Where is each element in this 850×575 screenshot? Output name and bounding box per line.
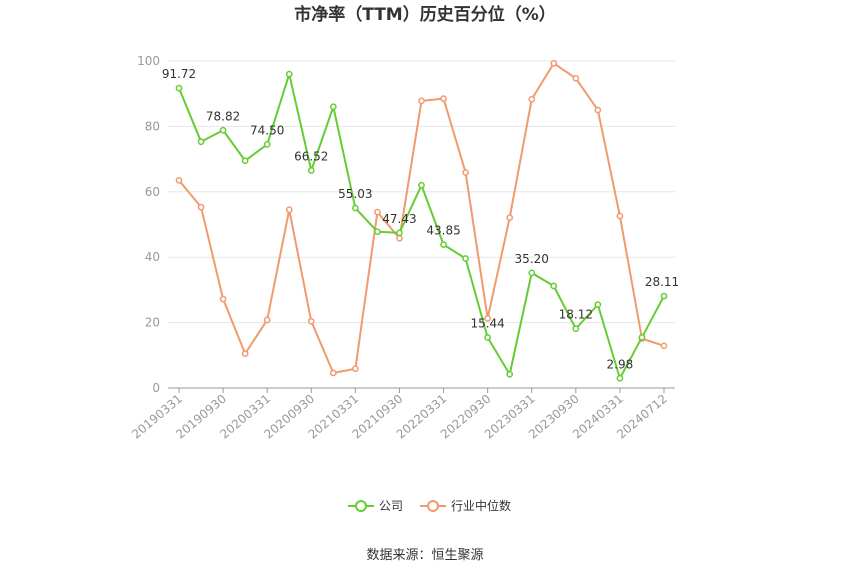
data-point-industry-median-20210930 xyxy=(396,234,403,242)
data-point-company-20200630 xyxy=(285,70,293,78)
data-label-20230331: 35.20 xyxy=(515,252,549,266)
data-point-company-20190630 xyxy=(197,138,205,146)
legend[interactable]: 公司 行业中位数 xyxy=(348,498,511,513)
data-point-industry-median-20200630 xyxy=(285,206,293,214)
legend-item-industry-median[interactable]: 行业中位数 xyxy=(420,498,511,513)
grid xyxy=(168,60,675,324)
data-label-20190930: 78.82 xyxy=(206,109,240,123)
data-point-company-20190930 xyxy=(219,126,227,134)
y-tick-label-40: 40 xyxy=(145,250,160,264)
data-point-company-20220630 xyxy=(462,255,469,262)
data-point-company-20220331 xyxy=(440,241,447,248)
data-point-company-20231231 xyxy=(594,301,602,308)
legend-marker xyxy=(355,500,367,512)
data-labels: 91.72 78.82 74.50 66.52 55.03 47.43 43.85 15.44… xyxy=(162,67,679,371)
data-point-industry-median-20190331 xyxy=(175,177,183,184)
data-point-industry-median-20220930 xyxy=(484,314,491,322)
data-label-20190331: 91.72 xyxy=(162,67,196,81)
data-point-industry-median-20210331 xyxy=(352,365,359,373)
data-point-industry-median-20210630 xyxy=(374,208,381,216)
data-point-company-20221231 xyxy=(506,370,514,378)
source-note: 数据来源：恒生聚源 xyxy=(366,548,483,563)
data-point-company-20190331 xyxy=(175,84,183,92)
data-label-20240712: 28.11 xyxy=(645,275,679,289)
data-label-20210331: 55.03 xyxy=(338,187,372,201)
legend-label: 公司 xyxy=(379,499,403,513)
data-point-industry-median-20190930 xyxy=(219,295,227,303)
data-point-company-20211231 xyxy=(418,181,425,189)
series-line-company xyxy=(178,73,665,380)
data-point-company-20220930 xyxy=(484,334,491,341)
data-point-industry-median-20211231 xyxy=(418,97,425,105)
data-point-company-20200930 xyxy=(307,167,315,174)
data-point-industry-median-20221231 xyxy=(506,214,514,221)
data-point-industry-median-20191231 xyxy=(241,350,249,358)
data-point-industry-median-20190630 xyxy=(197,203,205,211)
data-point-company-20230331 xyxy=(528,269,536,277)
data-point-company-20210630 xyxy=(374,228,381,236)
data-point-company-20240630 xyxy=(638,333,646,341)
data-point-industry-median-20201231 xyxy=(329,369,337,377)
y-tick-label-60: 60 xyxy=(145,185,160,199)
data-point-company-20230630 xyxy=(550,282,558,290)
data-point-company-20200331 xyxy=(263,141,271,148)
data-point-industry-median-20230930 xyxy=(572,74,580,82)
data-point-company-20230930 xyxy=(572,325,580,333)
data-point-company-20240331 xyxy=(616,374,624,382)
data-point-industry-median-20200331 xyxy=(263,316,271,324)
data-label-20240331: 2.98 xyxy=(607,357,634,371)
data-point-industry-median-20231231 xyxy=(594,106,602,114)
data-point-industry-median-20220630 xyxy=(462,169,469,176)
data-point-company-20210930 xyxy=(396,229,403,237)
data-label-20230930: 18.12 xyxy=(559,308,593,322)
legend-item-company[interactable]: 公司 xyxy=(348,499,403,513)
y-tick-label-80: 80 xyxy=(145,119,160,133)
data-point-company-20191231 xyxy=(241,157,249,165)
data-point-industry-median-20240331 xyxy=(616,212,624,220)
data-point-company-20210331 xyxy=(352,204,359,212)
data-label-20220930: 15.44 xyxy=(470,317,504,331)
series-layer xyxy=(175,59,668,382)
y-tick-label-100: 100 xyxy=(137,54,160,68)
series-line-industry-median xyxy=(178,62,665,374)
y-tick-label-0: 0 xyxy=(152,381,160,395)
legend-marker xyxy=(427,500,439,512)
legend-label: 行业中位数 xyxy=(451,498,511,513)
chart-title: 市净率（TTM）历史百分位（%） xyxy=(294,4,556,25)
data-point-company-20240712 xyxy=(660,292,668,300)
data-point-industry-median-20220331 xyxy=(440,95,447,102)
data-label-20200331: 74.50 xyxy=(250,123,284,137)
data-label-20200930: 66.52 xyxy=(294,149,328,163)
data-label-20210930: 47.43 xyxy=(382,212,416,226)
data-point-industry-median-20200930 xyxy=(307,317,315,325)
y-tick-label-20: 20 xyxy=(145,316,160,330)
data-point-industry-median-20230331 xyxy=(528,95,536,103)
data-point-industry-median-20240712 xyxy=(660,342,668,350)
data-point-industry-median-20230630 xyxy=(550,59,558,67)
data-point-company-20201231 xyxy=(329,103,337,111)
data-label-20220331: 43.85 xyxy=(426,224,460,238)
